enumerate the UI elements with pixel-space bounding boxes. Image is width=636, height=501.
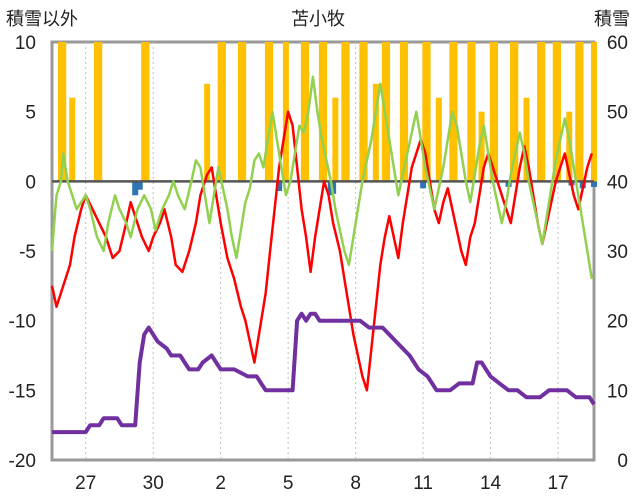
right-y-ticks: 60 50 40 30 20 10 0 bbox=[607, 33, 628, 472]
y-left-tick-label: -5 bbox=[19, 242, 36, 263]
y-right-tick-label: 30 bbox=[607, 242, 628, 263]
y-left-tick-label: 0 bbox=[25, 172, 36, 193]
temp_max-line bbox=[50, 75, 594, 280]
precip-bar bbox=[343, 42, 350, 182]
precip-bar bbox=[478, 111, 485, 182]
precip-bar bbox=[555, 42, 562, 182]
y-left-tick-label: -15 bbox=[9, 381, 36, 402]
x-tick-label: 11 bbox=[413, 473, 433, 494]
y-right-tick-label: 50 bbox=[607, 103, 628, 124]
chart-title: 苫小牧 bbox=[291, 9, 345, 30]
precip-bar bbox=[523, 97, 530, 182]
precip-bar bbox=[469, 42, 476, 182]
sunshine_neg-bar bbox=[276, 181, 283, 192]
x-tick-label: 14 bbox=[480, 473, 502, 494]
y-right-tick-label: 40 bbox=[607, 172, 628, 193]
precip-bar bbox=[591, 69, 597, 182]
sunshine_neg-bar bbox=[591, 181, 597, 187]
precip-bar bbox=[435, 97, 442, 182]
y-left-tick-label: 10 bbox=[15, 33, 36, 54]
precip-bar bbox=[372, 83, 379, 182]
x-tick-label: 17 bbox=[547, 473, 568, 494]
precip-bar bbox=[321, 42, 328, 182]
sunshine_neg-bar bbox=[420, 181, 427, 189]
left-y-ticks: 10 5 0 -5 -10 -15 -20 bbox=[9, 33, 36, 472]
y-right-tick-label: 20 bbox=[607, 312, 628, 333]
bar-series bbox=[57, 42, 597, 196]
precip-bar bbox=[267, 42, 274, 182]
y-left-tick-label: -20 bbox=[9, 451, 36, 472]
precip-bar bbox=[424, 42, 431, 182]
x-tick-label: 5 bbox=[283, 473, 294, 494]
y-left-tick-label: 5 bbox=[25, 103, 36, 124]
x-tick-label: 2 bbox=[215, 473, 226, 494]
line-series bbox=[50, 75, 596, 435]
precip-bar bbox=[143, 42, 150, 182]
precip-bar bbox=[303, 42, 310, 182]
temp_min-line bbox=[50, 110, 593, 392]
sunshine_neg-bar bbox=[136, 181, 143, 190]
precip-bar bbox=[451, 42, 458, 182]
precip-bar bbox=[240, 42, 247, 182]
precip-bar bbox=[60, 42, 67, 182]
precip-bar bbox=[204, 83, 211, 182]
y-right-tick-label: 0 bbox=[617, 451, 628, 472]
precip-bar bbox=[219, 42, 226, 182]
x-tick-label: 8 bbox=[350, 473, 361, 494]
sunshine_neg-bar bbox=[132, 181, 139, 196]
precip-bar bbox=[512, 42, 519, 182]
x-ticks: 27 30 2 5 8 11 14 17 bbox=[75, 473, 568, 494]
precip-bar bbox=[402, 42, 409, 182]
precip-bar bbox=[577, 42, 584, 182]
snow_depth-line bbox=[52, 311, 596, 435]
x-tick-label: 30 bbox=[143, 473, 164, 494]
right-axis-label: 積雪 bbox=[594, 9, 630, 30]
precip-bar bbox=[332, 97, 339, 182]
x-tick-label: 27 bbox=[75, 473, 96, 494]
precip-bar bbox=[96, 42, 103, 182]
precip-bar bbox=[384, 42, 391, 182]
precip-bar bbox=[282, 42, 289, 182]
precip-bar bbox=[492, 42, 499, 182]
precip-bar bbox=[361, 42, 368, 182]
y-right-tick-label: 60 bbox=[607, 33, 628, 54]
precip-bar bbox=[69, 97, 76, 182]
y-left-tick-label: -10 bbox=[9, 312, 36, 333]
y-right-tick-label: 10 bbox=[607, 381, 628, 402]
left-axis-label: 積雪以外 bbox=[6, 9, 78, 30]
precip-bar bbox=[539, 42, 546, 182]
